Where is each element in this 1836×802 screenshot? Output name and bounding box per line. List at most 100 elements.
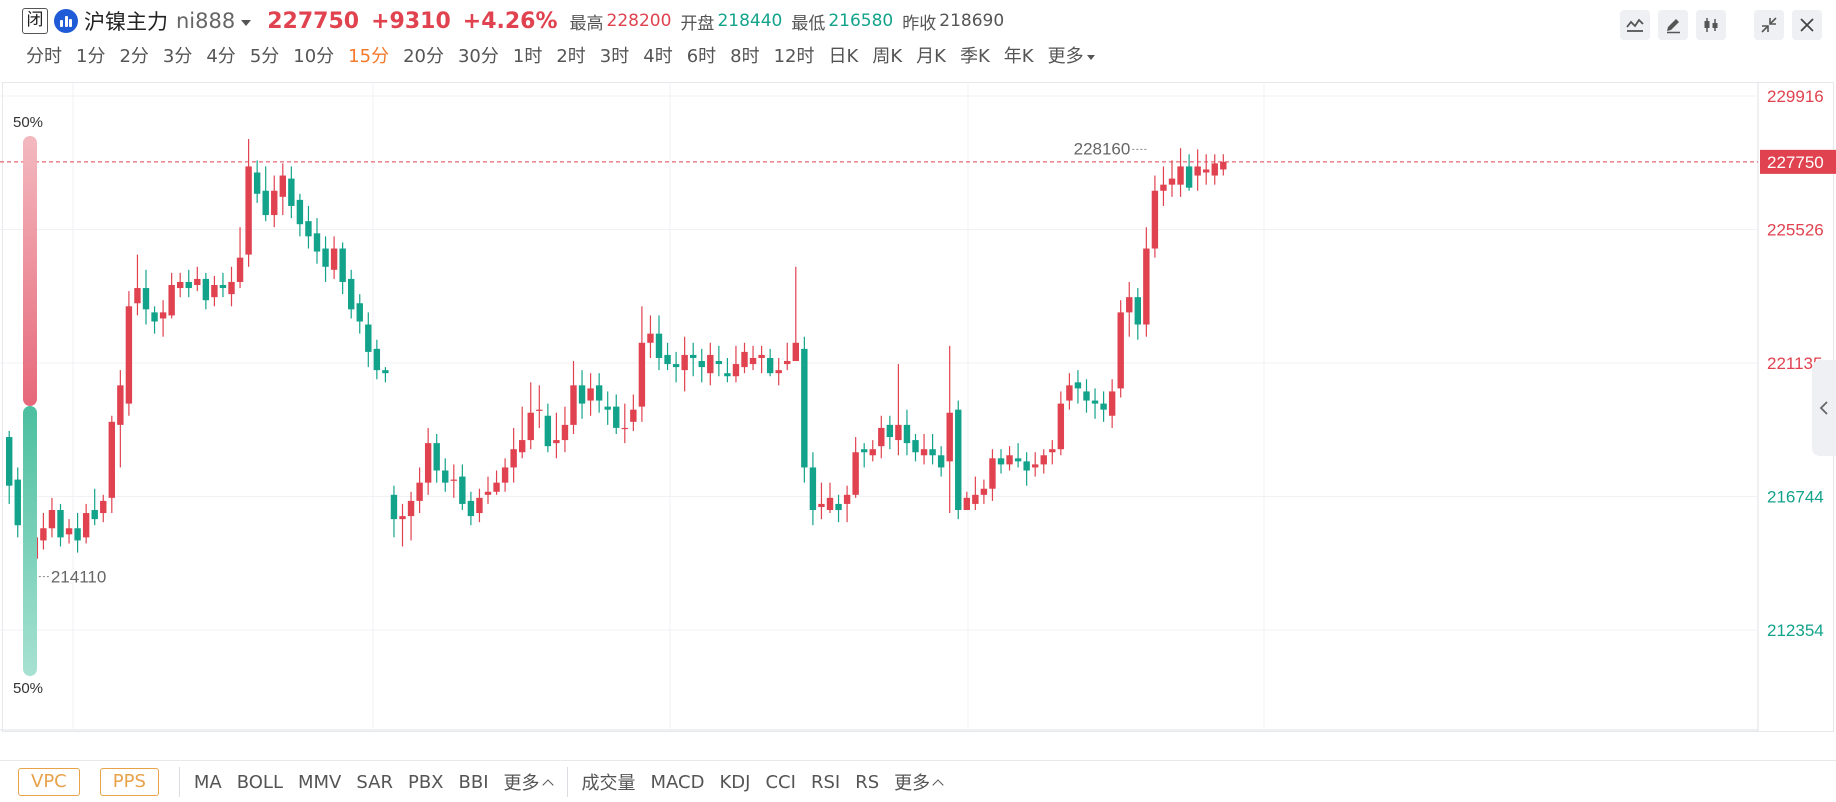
indicator-pbx[interactable]: PBX	[407, 771, 444, 793]
period-10[interactable]: 1时	[512, 46, 543, 67]
chevron-up-icon	[932, 779, 944, 791]
symbol-code[interactable]: ni888	[176, 9, 236, 33]
indicator-boll[interactable]: BOLL	[236, 771, 283, 793]
period-9[interactable]: 30分	[457, 46, 499, 67]
candle-body	[1151, 190, 1159, 249]
low-value: 216580	[828, 11, 894, 31]
candle-body	[1185, 166, 1193, 188]
candle-body	[1006, 455, 1013, 465]
candle-body	[775, 370, 782, 374]
candle-body	[296, 199, 304, 225]
pps-button[interactable]: PPS	[99, 768, 159, 796]
candle-body	[903, 424, 911, 444]
candle-body	[826, 497, 834, 511]
period-0[interactable]: 分时	[26, 46, 62, 67]
main-indicators-more[interactable]: 更多	[504, 769, 554, 795]
candle-body	[1160, 184, 1167, 191]
sub-indicators-more[interactable]: 更多	[894, 769, 944, 795]
period-13[interactable]: 4时	[643, 46, 673, 67]
side-panel-toggle[interactable]	[1812, 360, 1836, 456]
candle-body	[1032, 464, 1039, 468]
candle-body	[1126, 297, 1133, 313]
candle-body	[339, 248, 346, 282]
period-7[interactable]: 15分	[348, 46, 390, 67]
candle-body	[91, 510, 98, 520]
candle-body	[142, 288, 150, 310]
candle-body	[450, 479, 457, 481]
price-axis-label: 216744	[1767, 488, 1824, 507]
period-21[interactable]: 年K	[1003, 46, 1034, 67]
gauge-bottom-label: 50%	[13, 680, 43, 697]
indicator-cci[interactable]: CCI	[765, 771, 796, 793]
indicator-kdj[interactable]: KDJ	[719, 771, 751, 793]
prev-close-label: 昨收	[902, 13, 937, 34]
indicator-icon[interactable]	[1620, 10, 1650, 40]
period-16[interactable]: 12时	[773, 46, 815, 67]
close-icon[interactable]	[1792, 10, 1822, 40]
period-2[interactable]: 2分	[119, 46, 149, 67]
open-value: 218440	[717, 11, 783, 31]
collapse-icon[interactable]	[1754, 10, 1784, 40]
candle-body	[664, 354, 671, 365]
chevron-left-icon	[1819, 401, 1828, 415]
candle-body	[40, 528, 47, 541]
period-19[interactable]: 月K	[916, 46, 946, 67]
period-5[interactable]: 5分	[249, 46, 280, 67]
symbol-dropdown-icon[interactable]	[241, 20, 252, 26]
indicator-macd[interactable]: MACD	[650, 771, 705, 793]
low-price-annotation: 214110	[51, 568, 106, 587]
candle-body	[1100, 403, 1107, 410]
period-6[interactable]: 10分	[293, 46, 335, 67]
candle-body	[553, 440, 560, 444]
candle-body	[869, 449, 876, 456]
chart-border	[2, 82, 1834, 732]
candle-body	[681, 354, 688, 371]
period-17[interactable]: 日K	[828, 46, 859, 67]
indicator-sar[interactable]: SAR	[356, 771, 393, 793]
price-axis-label: 225526	[1767, 220, 1824, 239]
candle-body	[989, 458, 996, 489]
candle-body	[1066, 385, 1073, 401]
period-1[interactable]: 1分	[76, 46, 106, 67]
candle-body	[253, 172, 261, 194]
kline-chart-area[interactable]: 22991622775022552622113521674421235412-2…	[0, 82, 1836, 756]
indicator-volume[interactable]: 成交量	[581, 773, 636, 794]
candle-body	[125, 306, 133, 404]
period-20[interactable]: 季K	[959, 46, 990, 67]
candle-body	[6, 437, 13, 486]
candle-body	[1023, 461, 1030, 471]
period-4[interactable]: 4分	[206, 46, 236, 67]
candle-body	[595, 385, 603, 401]
candle-body	[809, 467, 817, 511]
candlestick-icon[interactable]	[1696, 10, 1726, 40]
price-axis-label: 221135	[1767, 354, 1822, 373]
candle-body	[741, 351, 748, 368]
candle-body	[630, 409, 637, 422]
period-more[interactable]: 更多	[1048, 44, 1095, 70]
period-11[interactable]: 2时	[556, 46, 586, 67]
period-8[interactable]: 20分	[403, 46, 444, 67]
current-price-tag	[1760, 149, 1836, 174]
high-label: 最高	[569, 13, 604, 34]
vpc-button[interactable]: VPC	[18, 768, 80, 796]
candle-body	[972, 494, 979, 504]
period-3[interactable]: 3分	[162, 46, 193, 67]
indicator-bbi[interactable]: BBI	[458, 771, 489, 793]
indicator-rs[interactable]: RS	[855, 771, 880, 793]
period-18[interactable]: 周K	[872, 46, 903, 67]
candle-body	[219, 285, 227, 289]
kline-chart[interactable]: 22991622775022552622113521674421235412-2…	[0, 82, 1836, 756]
period-15[interactable]: 8时	[730, 46, 760, 67]
period-more-label: 更多	[1047, 46, 1084, 67]
indicator-ma[interactable]: MA	[193, 771, 222, 793]
draw-pen-icon[interactable]	[1658, 10, 1688, 40]
candle-body	[1194, 166, 1201, 176]
period-14[interactable]: 6时	[686, 46, 717, 67]
period-12[interactable]: 3时	[599, 46, 630, 67]
indicator-mmv[interactable]: MMV	[298, 771, 342, 793]
candle-body	[835, 503, 842, 511]
indicator-rsi[interactable]: RSI	[810, 771, 841, 793]
symbol-name[interactable]: 沪镍主力	[84, 10, 168, 34]
candle-body	[365, 324, 372, 352]
candle-body	[1091, 400, 1099, 404]
